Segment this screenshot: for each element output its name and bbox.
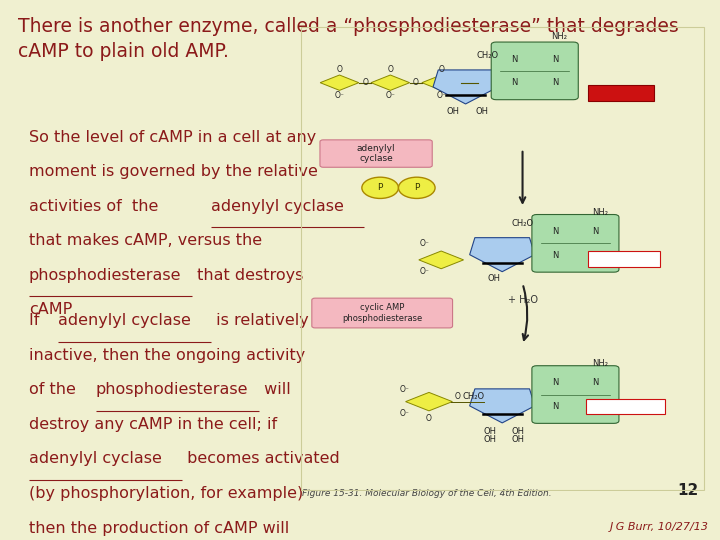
Text: 5'- AMP: 5'- AMP	[607, 402, 644, 411]
Text: O⁻: O⁻	[335, 91, 344, 100]
Polygon shape	[405, 393, 452, 411]
Text: NH₂: NH₂	[592, 208, 608, 217]
Text: cAMP: cAMP	[611, 254, 638, 264]
Text: O⁻: O⁻	[400, 386, 410, 394]
Text: (by phosphorylation, for example): (by phosphorylation, for example)	[29, 486, 303, 501]
Polygon shape	[433, 70, 498, 104]
Text: that destroys: that destroys	[192, 268, 303, 283]
Text: N: N	[552, 55, 558, 64]
Text: OH: OH	[484, 427, 497, 436]
Circle shape	[362, 177, 398, 198]
Text: O⁻: O⁻	[420, 267, 430, 276]
Text: O: O	[454, 393, 460, 401]
Text: Figure 15-31. Molecular Biology of the Cell, 4th Edition.: Figure 15-31. Molecular Biology of the C…	[302, 489, 552, 498]
Circle shape	[398, 177, 435, 198]
Text: cAMP: cAMP	[29, 302, 72, 318]
Polygon shape	[469, 389, 535, 423]
Text: adenylyl cyclase: adenylyl cyclase	[29, 451, 162, 467]
FancyBboxPatch shape	[588, 251, 660, 267]
FancyBboxPatch shape	[532, 366, 619, 423]
Text: that makes cAMP, versus the: that makes cAMP, versus the	[29, 233, 262, 248]
FancyBboxPatch shape	[491, 42, 578, 100]
Text: O⁻: O⁻	[420, 239, 430, 248]
Text: If: If	[29, 313, 45, 328]
Text: of the: of the	[29, 382, 81, 397]
Text: OH: OH	[475, 106, 488, 116]
Text: destroy any cAMP in the cell; if: destroy any cAMP in the cell; if	[29, 417, 277, 432]
Text: O⁻: O⁻	[400, 409, 410, 418]
Text: O: O	[438, 65, 444, 74]
Text: ATP: ATP	[610, 88, 633, 98]
Text: So the level of cAMP in a cell at any: So the level of cAMP in a cell at any	[29, 130, 316, 145]
FancyBboxPatch shape	[588, 85, 654, 102]
Text: + H₂O: + H₂O	[508, 295, 538, 305]
Text: There is another enzyme, called a “phosphodiesterase” that degrades
cAMP to plai: There is another enzyme, called a “phosp…	[18, 17, 679, 60]
Text: inactive, then the ongoing activity: inactive, then the ongoing activity	[29, 348, 305, 363]
Text: moment is governed by the relative: moment is governed by the relative	[29, 164, 318, 179]
Text: N: N	[511, 78, 518, 87]
Text: O: O	[387, 65, 393, 74]
Text: NH₂: NH₂	[592, 359, 608, 368]
Text: O: O	[362, 78, 368, 87]
Text: OH: OH	[447, 106, 460, 116]
Text: cyclic AMP
phosphodiesterase: cyclic AMP phosphodiesterase	[342, 303, 423, 323]
Polygon shape	[371, 75, 410, 90]
Text: N: N	[552, 251, 558, 260]
FancyBboxPatch shape	[312, 298, 453, 328]
Text: N: N	[552, 227, 558, 236]
Text: OH: OH	[484, 435, 497, 444]
Text: P: P	[377, 183, 383, 192]
Polygon shape	[469, 238, 535, 272]
FancyBboxPatch shape	[320, 140, 432, 167]
Text: CH₂O: CH₂O	[463, 393, 485, 401]
FancyBboxPatch shape	[586, 399, 665, 414]
Text: P: P	[414, 183, 420, 192]
Text: adenylyl cyclase: adenylyl cyclase	[211, 199, 343, 214]
Text: will: will	[258, 382, 291, 397]
FancyBboxPatch shape	[532, 214, 619, 272]
Text: O⁻: O⁻	[436, 91, 446, 100]
Polygon shape	[422, 75, 461, 90]
Text: NH₂: NH₂	[551, 32, 567, 41]
Text: then the production of cAMP will: then the production of cAMP will	[29, 521, 289, 536]
Text: O: O	[413, 78, 419, 87]
Text: CH₂O: CH₂O	[511, 219, 534, 228]
Text: CH₂O: CH₂O	[477, 51, 499, 60]
Text: J G Burr, 10/27/13: J G Burr, 10/27/13	[611, 522, 709, 532]
Text: OH: OH	[487, 274, 500, 284]
Text: adenylyl
cyclase: adenylyl cyclase	[357, 144, 395, 163]
Text: O: O	[336, 65, 343, 74]
Text: OH: OH	[512, 435, 525, 444]
Text: N: N	[511, 55, 518, 64]
Text: N: N	[552, 402, 558, 411]
Text: O: O	[426, 414, 432, 423]
Text: phosphodiesterase: phosphodiesterase	[29, 268, 181, 283]
Text: N: N	[593, 227, 599, 236]
Text: activities of  the: activities of the	[29, 199, 163, 214]
Text: OH: OH	[512, 427, 525, 436]
Text: is relatively: is relatively	[211, 313, 309, 328]
Text: becomes activated: becomes activated	[182, 451, 340, 467]
Text: N: N	[552, 378, 558, 387]
Text: adenylyl cyclase: adenylyl cyclase	[58, 313, 190, 328]
Text: phosphodiesterase: phosphodiesterase	[96, 382, 248, 397]
Text: N: N	[552, 78, 558, 87]
Polygon shape	[320, 75, 359, 90]
Text: 12: 12	[677, 483, 698, 498]
Text: N: N	[593, 378, 599, 387]
Polygon shape	[419, 251, 464, 269]
Text: O⁻: O⁻	[385, 91, 395, 100]
Text: N: N	[593, 251, 599, 260]
Text: N: N	[593, 402, 599, 411]
